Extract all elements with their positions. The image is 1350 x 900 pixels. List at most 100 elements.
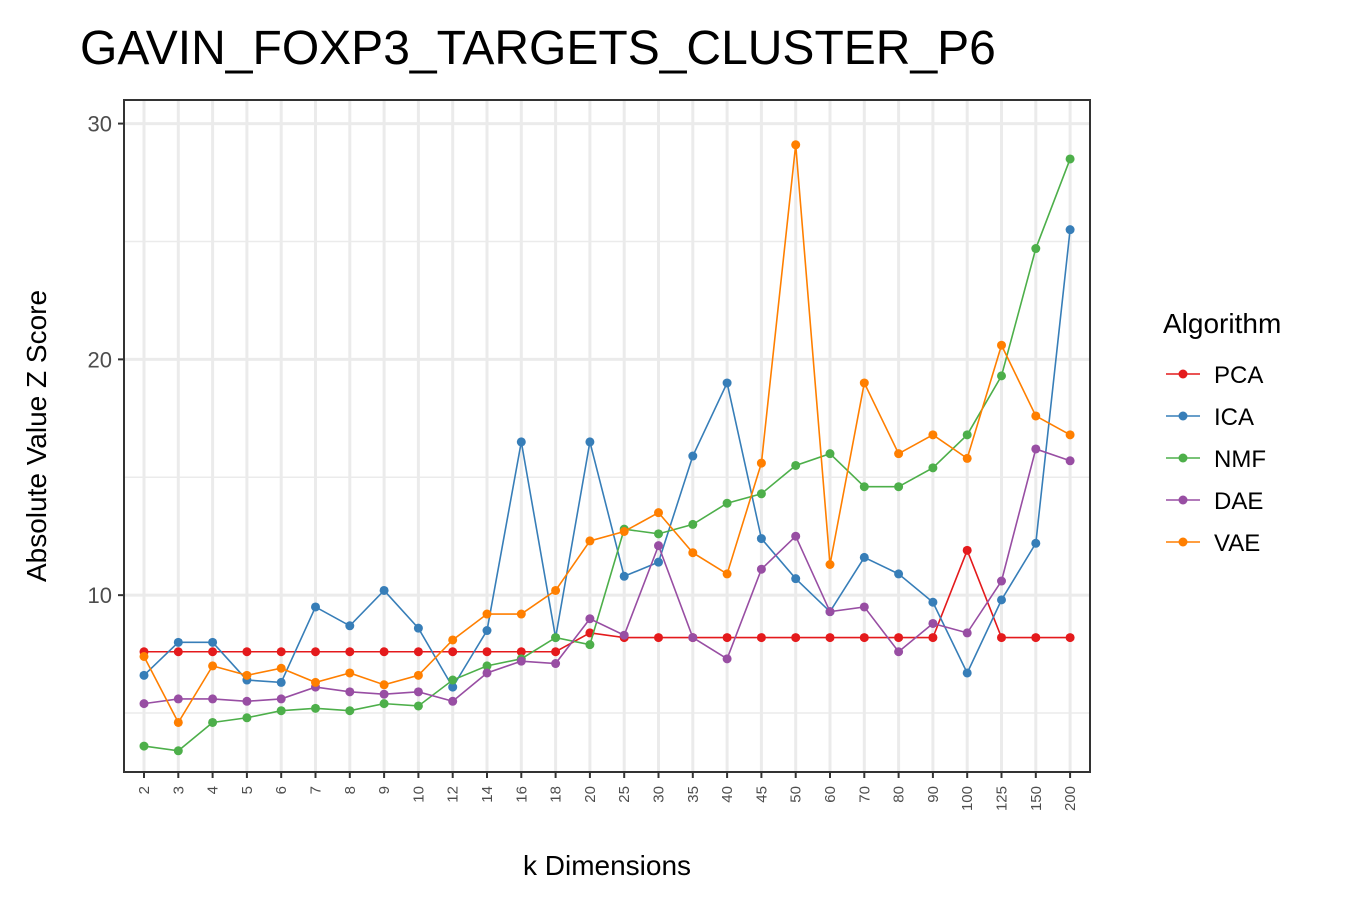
data-point-ica	[688, 451, 698, 461]
data-point-nmf	[825, 449, 835, 459]
legend-key-point	[1178, 537, 1188, 547]
data-point-pca	[276, 647, 286, 657]
x-tick-label: 150	[1028, 786, 1045, 811]
x-tick-label: 18	[548, 786, 565, 803]
data-point-nmf	[654, 529, 663, 539]
data-point-vae	[962, 453, 972, 463]
data-point-ica	[345, 621, 355, 631]
data-point-dae	[688, 633, 698, 643]
data-point-vae	[654, 508, 663, 518]
legend-item-pca: PCA	[1166, 362, 1263, 389]
data-point-ica	[756, 534, 766, 544]
x-tick-label: 20	[582, 786, 599, 803]
x-tick-label: 16	[513, 786, 530, 803]
data-point-pca	[1031, 633, 1041, 643]
data-point-pca	[756, 633, 766, 643]
data-point-vae	[276, 663, 286, 673]
data-point-vae	[311, 677, 320, 687]
legend-key-point	[1178, 369, 1188, 379]
data-point-nmf	[585, 640, 595, 650]
data-point-ica	[379, 585, 389, 595]
data-point-pca	[208, 647, 218, 657]
legend-item-vae: VAE	[1166, 530, 1260, 557]
data-point-nmf	[345, 706, 355, 716]
data-point-vae	[859, 378, 869, 388]
data-point-pca	[516, 647, 526, 657]
data-point-nmf	[551, 633, 561, 643]
data-point-dae	[551, 659, 561, 669]
data-point-pca	[413, 647, 423, 657]
data-point-dae	[825, 607, 835, 617]
data-point-pca	[242, 647, 252, 657]
x-tick-label: 5	[239, 786, 256, 794]
x-tick-label: 80	[891, 786, 908, 803]
data-point-nmf	[311, 703, 320, 713]
data-point-dae	[585, 614, 595, 624]
x-tick-label: 200	[1062, 786, 1079, 811]
data-point-ica	[791, 574, 801, 584]
series-nmf	[139, 154, 1075, 756]
x-tick-label: 45	[753, 786, 770, 803]
legend-key-point	[1178, 453, 1188, 463]
data-point-pca	[928, 633, 938, 643]
data-point-nmf	[139, 741, 149, 751]
data-point-ica	[448, 682, 458, 692]
data-point-pca	[311, 647, 320, 657]
y-axis: 10 20 30	[88, 112, 124, 608]
data-point-ica	[311, 602, 320, 612]
series-line-dae	[143, 447, 1071, 705]
legend-label: PCA	[1214, 362, 1263, 389]
data-point-pca	[859, 633, 869, 643]
data-point-ica	[997, 595, 1006, 605]
data-point-dae	[928, 618, 938, 628]
data-point-nmf	[928, 463, 938, 473]
legend-key-point	[1178, 495, 1188, 505]
data-point-pca	[551, 647, 561, 657]
data-point-vae	[756, 458, 766, 468]
data-point-dae	[722, 654, 732, 664]
data-point-pca	[791, 633, 801, 643]
x-tick-label: 4	[205, 786, 222, 794]
data-point-vae	[688, 548, 698, 558]
data-point-ica	[928, 597, 938, 607]
data-point-dae	[997, 576, 1006, 586]
data-point-dae	[276, 694, 286, 704]
x-tick-label: 12	[445, 786, 462, 803]
data-point-vae	[722, 569, 732, 579]
legend-item-ica: ICA	[1166, 404, 1254, 431]
legend-key-point	[1178, 411, 1188, 421]
y-tick-label: 30	[88, 112, 112, 137]
x-tick-label: 9	[376, 786, 393, 794]
data-point-vae	[551, 585, 561, 595]
data-point-nmf	[997, 371, 1006, 381]
data-point-pca	[825, 633, 835, 643]
x-tick-label: 60	[822, 786, 839, 803]
legend-title: Algorithm	[1163, 308, 1281, 339]
x-tick-label: 14	[479, 786, 496, 803]
data-point-ica	[208, 637, 218, 647]
x-tick-label: 70	[856, 786, 873, 803]
data-point-ica	[894, 569, 904, 579]
data-point-pca	[448, 647, 458, 657]
x-tick-label: 125	[994, 786, 1011, 811]
data-point-dae	[448, 696, 458, 706]
data-point-nmf	[379, 699, 389, 709]
data-point-nmf	[722, 498, 732, 508]
data-point-pca	[1065, 633, 1075, 643]
data-point-dae	[756, 564, 766, 574]
series-line-nmf	[143, 158, 1071, 752]
data-point-vae	[139, 651, 149, 661]
grid	[124, 100, 1090, 772]
data-point-pca	[345, 647, 355, 657]
data-point-nmf	[1065, 154, 1075, 164]
data-point-dae	[413, 687, 423, 697]
data-point-vae	[791, 140, 801, 150]
data-point-ica	[516, 437, 526, 447]
data-point-vae	[619, 526, 629, 536]
data-point-ica	[722, 378, 732, 388]
data-point-dae	[962, 628, 972, 638]
data-point-vae	[1031, 411, 1041, 421]
y-axis-title: Absolute Value Z Score	[21, 290, 52, 582]
series-dae	[139, 444, 1075, 709]
